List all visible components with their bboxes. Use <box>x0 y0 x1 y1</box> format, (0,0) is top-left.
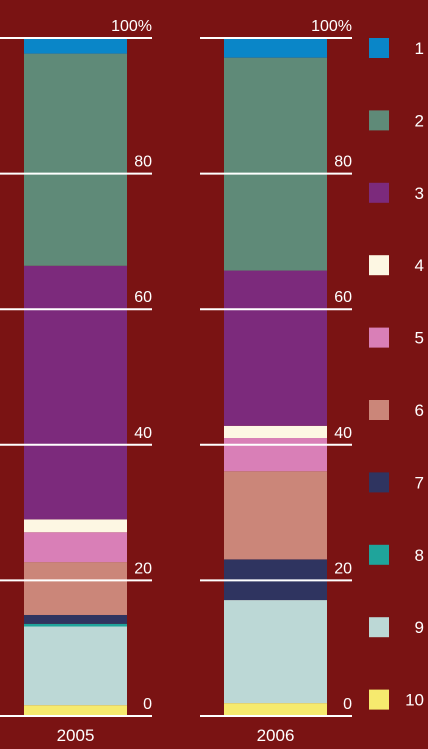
tick-marks <box>0 37 352 717</box>
y-tick-label-60-bar-2: 60 <box>334 289 352 306</box>
y-tick-label-80-bar-1: 80 <box>134 154 152 171</box>
legend-swatch-9 <box>369 617 389 638</box>
y-tick-label-20-bar-2: 20 <box>334 560 352 577</box>
legend-swatch-8 <box>369 544 389 565</box>
legend-label-4: 4 <box>415 256 424 275</box>
legend-swatch-6 <box>369 400 389 420</box>
legend-swatch-5 <box>369 327 389 348</box>
category-labels: 2005 2006 <box>57 726 295 745</box>
y-tick-label-0-bar-1: 0 <box>143 696 152 713</box>
y-tick-label-80-bar-2: 80 <box>334 154 352 171</box>
category-label-2005: 2005 <box>57 726 95 745</box>
bar-segment-2005-series-1 <box>24 38 127 54</box>
legend-swatch-4 <box>369 255 389 276</box>
bar-segment-2006-series-1 <box>224 38 327 58</box>
bar-segment-2006-series-4 <box>224 425 327 439</box>
legend-swatch-7 <box>369 472 389 493</box>
bar-segment-2005-series-8 <box>24 623 127 627</box>
legend-label-5: 5 <box>415 329 424 348</box>
legend: 1 2 3 4 5 6 7 8 9 10 <box>369 38 424 710</box>
bar-segment-2006-series-6 <box>224 471 327 560</box>
bar-segment-2005-series-5 <box>24 532 127 563</box>
legend-label-8: 8 <box>415 546 424 565</box>
bar-segment-2006-series-2 <box>224 57 327 271</box>
bar-segment-2005-series-9 <box>24 626 127 706</box>
legend-swatch-1 <box>369 38 389 58</box>
bar-segment-2005-series-4 <box>24 519 127 533</box>
legend-label-1: 1 <box>415 39 424 58</box>
bar-segment-2005-series-3 <box>24 265 127 520</box>
legend-label-3: 3 <box>415 184 424 203</box>
bar-segment-2006-series-10 <box>224 703 327 716</box>
legend-label-7: 7 <box>415 473 424 492</box>
y-tick-label-40-bar-1: 40 <box>134 425 152 442</box>
bar-segment-2005-series-2 <box>24 53 127 266</box>
bar-segment-2005-series-7 <box>24 614 127 624</box>
legend-swatch-10 <box>369 689 389 710</box>
y-tick-label-100-bar-1: 100% <box>111 18 152 35</box>
category-label-2006: 2006 <box>257 726 295 745</box>
y-tick-label-100-bar-2: 100% <box>311 18 352 35</box>
bar-segments <box>24 38 327 716</box>
y-tick-label-40-bar-2: 40 <box>334 425 352 442</box>
legend-swatch-2 <box>369 110 389 131</box>
y-tick-label-0-bar-2: 0 <box>343 696 352 713</box>
bar-segment-2006-series-9 <box>224 600 327 704</box>
legend-label-10: 10 <box>405 691 424 710</box>
legend-label-9: 9 <box>415 618 424 637</box>
bar-segment-2005-series-10 <box>24 705 127 716</box>
bar-segment-2006-series-3 <box>224 270 327 426</box>
y-tick-label-20-bar-1: 20 <box>134 560 152 577</box>
legend-label-6: 6 <box>415 401 424 420</box>
y-tick-label-60-bar-1: 60 <box>134 289 152 306</box>
legend-swatch-3 <box>369 182 389 203</box>
y-tick-labels: 0 0 20 20 40 40 60 60 80 80 100% 100% <box>111 18 352 713</box>
bar-segment-2006-series-5 <box>224 438 327 472</box>
bar-segment-2005-series-6 <box>24 562 127 615</box>
legend-label-2: 2 <box>415 111 424 130</box>
